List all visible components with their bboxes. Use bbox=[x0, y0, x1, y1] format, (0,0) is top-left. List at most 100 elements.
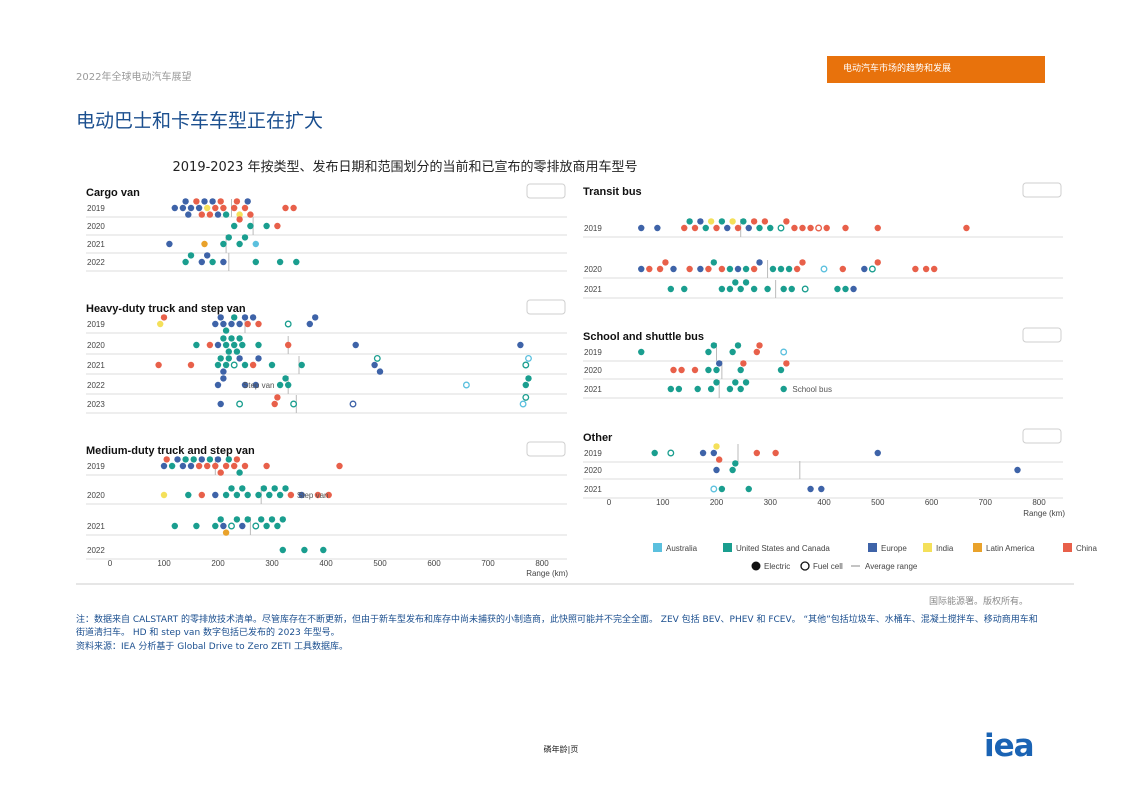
electric-model-point bbox=[220, 320, 227, 328]
row-year-label: 2020 bbox=[584, 265, 602, 274]
electric-model-point bbox=[157, 320, 164, 328]
electric-model-point bbox=[724, 224, 731, 232]
electric-model-point bbox=[753, 449, 761, 457]
electric-model-point bbox=[174, 456, 181, 463]
electric-model-point bbox=[179, 462, 187, 470]
electric-model-point bbox=[228, 335, 235, 342]
panel-title: Other bbox=[583, 432, 613, 444]
chart-title: 2019-2023 年按类型、发布日期和范围划分的当前和已宣布的零排放商用车型号 bbox=[172, 160, 638, 175]
electric-model-point bbox=[198, 258, 205, 266]
fuel-cell-model-point bbox=[522, 393, 530, 401]
electric-model-point bbox=[732, 279, 739, 286]
electric-model-point bbox=[187, 252, 195, 259]
electric-model-point bbox=[271, 485, 278, 492]
row-year-label: 2021 bbox=[584, 485, 602, 494]
electric-model-point bbox=[726, 285, 734, 293]
fuel-cell-model-point bbox=[228, 522, 235, 530]
electric-model-point bbox=[241, 361, 249, 369]
electric-model-point bbox=[241, 234, 249, 241]
electric-model-point bbox=[707, 385, 715, 393]
electric-model-point bbox=[740, 218, 747, 225]
electric-model-point bbox=[675, 385, 683, 393]
note-text: 注：数据来自 CALSTART 的零排放技术清单。尽管库存在不断更新，但由于新车… bbox=[76, 615, 1038, 638]
electric-model-point bbox=[839, 265, 847, 273]
electric-model-point bbox=[874, 449, 881, 457]
electric-model-point bbox=[713, 366, 720, 374]
electric-model-point bbox=[726, 385, 734, 393]
range-scatter-chart: Cargo van 2019 2020 2021 2022 Heavy-duty truc… bbox=[76, 182, 1097, 585]
electric-model-point bbox=[244, 491, 251, 499]
electric-model-point bbox=[252, 381, 259, 389]
legend-label: Europe bbox=[881, 544, 907, 553]
electric-model-point bbox=[667, 285, 675, 293]
electric-model-point bbox=[193, 198, 200, 205]
electric-model-point bbox=[732, 460, 739, 467]
electric-model-point bbox=[182, 456, 189, 463]
electric-model-point bbox=[239, 485, 246, 492]
electric-model-point bbox=[252, 258, 259, 266]
x-tick-label: 0 bbox=[607, 498, 612, 507]
electric-model-point bbox=[285, 341, 292, 349]
electric-model-point bbox=[263, 522, 270, 530]
legend-swatch bbox=[723, 543, 732, 552]
electric-model-point bbox=[236, 469, 243, 476]
electric-model-point bbox=[255, 491, 262, 499]
electric-model-point bbox=[241, 381, 249, 389]
section-badge[interactable]: 电动汽车市场的趋势和发展 bbox=[827, 56, 1045, 83]
electric-model-point bbox=[756, 259, 763, 266]
electric-model-point bbox=[276, 381, 284, 389]
row-year-label: 2019 bbox=[87, 204, 105, 213]
electric-model-point bbox=[301, 546, 308, 554]
iea-logo: iea bbox=[984, 728, 1035, 764]
electric-model-point bbox=[263, 222, 270, 230]
electric-model-point bbox=[842, 224, 849, 232]
electric-model-point bbox=[201, 240, 208, 248]
electric-model-point bbox=[638, 348, 645, 356]
electric-model-point bbox=[212, 204, 219, 212]
legend-label: India bbox=[936, 544, 954, 553]
electric-model-point bbox=[823, 224, 830, 232]
electric-model-point bbox=[217, 314, 224, 321]
electric-model-point bbox=[780, 285, 787, 293]
electric-model-point bbox=[681, 224, 688, 232]
electric-model-point bbox=[293, 258, 300, 266]
electric-model-point bbox=[233, 516, 241, 523]
panel-title: Transit bus bbox=[583, 186, 642, 198]
fuel-cell-legend-marker bbox=[800, 561, 810, 571]
electric-model-point bbox=[651, 449, 658, 457]
electric-model-point bbox=[638, 265, 645, 273]
electric-model-point bbox=[705, 366, 712, 374]
electric-model-point bbox=[266, 491, 273, 499]
electric-model-point bbox=[705, 265, 712, 273]
fuel-cell-model-point bbox=[710, 485, 718, 493]
electric-model-point bbox=[699, 449, 707, 457]
electric-model-point bbox=[155, 361, 162, 369]
row-year-label: 2021 bbox=[584, 385, 602, 394]
legend-label: Average range bbox=[865, 562, 918, 571]
electric-model-point bbox=[212, 320, 219, 328]
electric-model-point bbox=[718, 265, 726, 273]
electric-model-point bbox=[228, 320, 235, 328]
electric-model-point bbox=[753, 348, 761, 356]
electric-model-point bbox=[352, 341, 359, 349]
electric-model-point bbox=[282, 485, 289, 492]
electric-model-point bbox=[930, 265, 938, 273]
electric-model-point bbox=[656, 265, 664, 273]
electric-model-point bbox=[225, 234, 232, 241]
vehicle-icon bbox=[526, 441, 566, 457]
electric-model-point bbox=[715, 456, 723, 463]
electric-model-point bbox=[249, 361, 257, 369]
electric-model-point bbox=[306, 320, 313, 328]
electric-model-point bbox=[236, 320, 243, 328]
electric-model-point bbox=[376, 368, 384, 375]
electric-model-point bbox=[268, 361, 276, 369]
electric-model-point bbox=[737, 385, 744, 393]
electric-model-point bbox=[247, 222, 254, 230]
electric-model-point bbox=[729, 348, 736, 356]
page-title: 电动巴士和卡车车型正在扩大 bbox=[76, 110, 324, 132]
vehicle-icon bbox=[1022, 327, 1062, 343]
electric-model-point bbox=[206, 211, 214, 218]
electric-model-point bbox=[231, 222, 238, 230]
electric-model-point bbox=[198, 491, 205, 499]
legend-swatch bbox=[973, 543, 982, 552]
